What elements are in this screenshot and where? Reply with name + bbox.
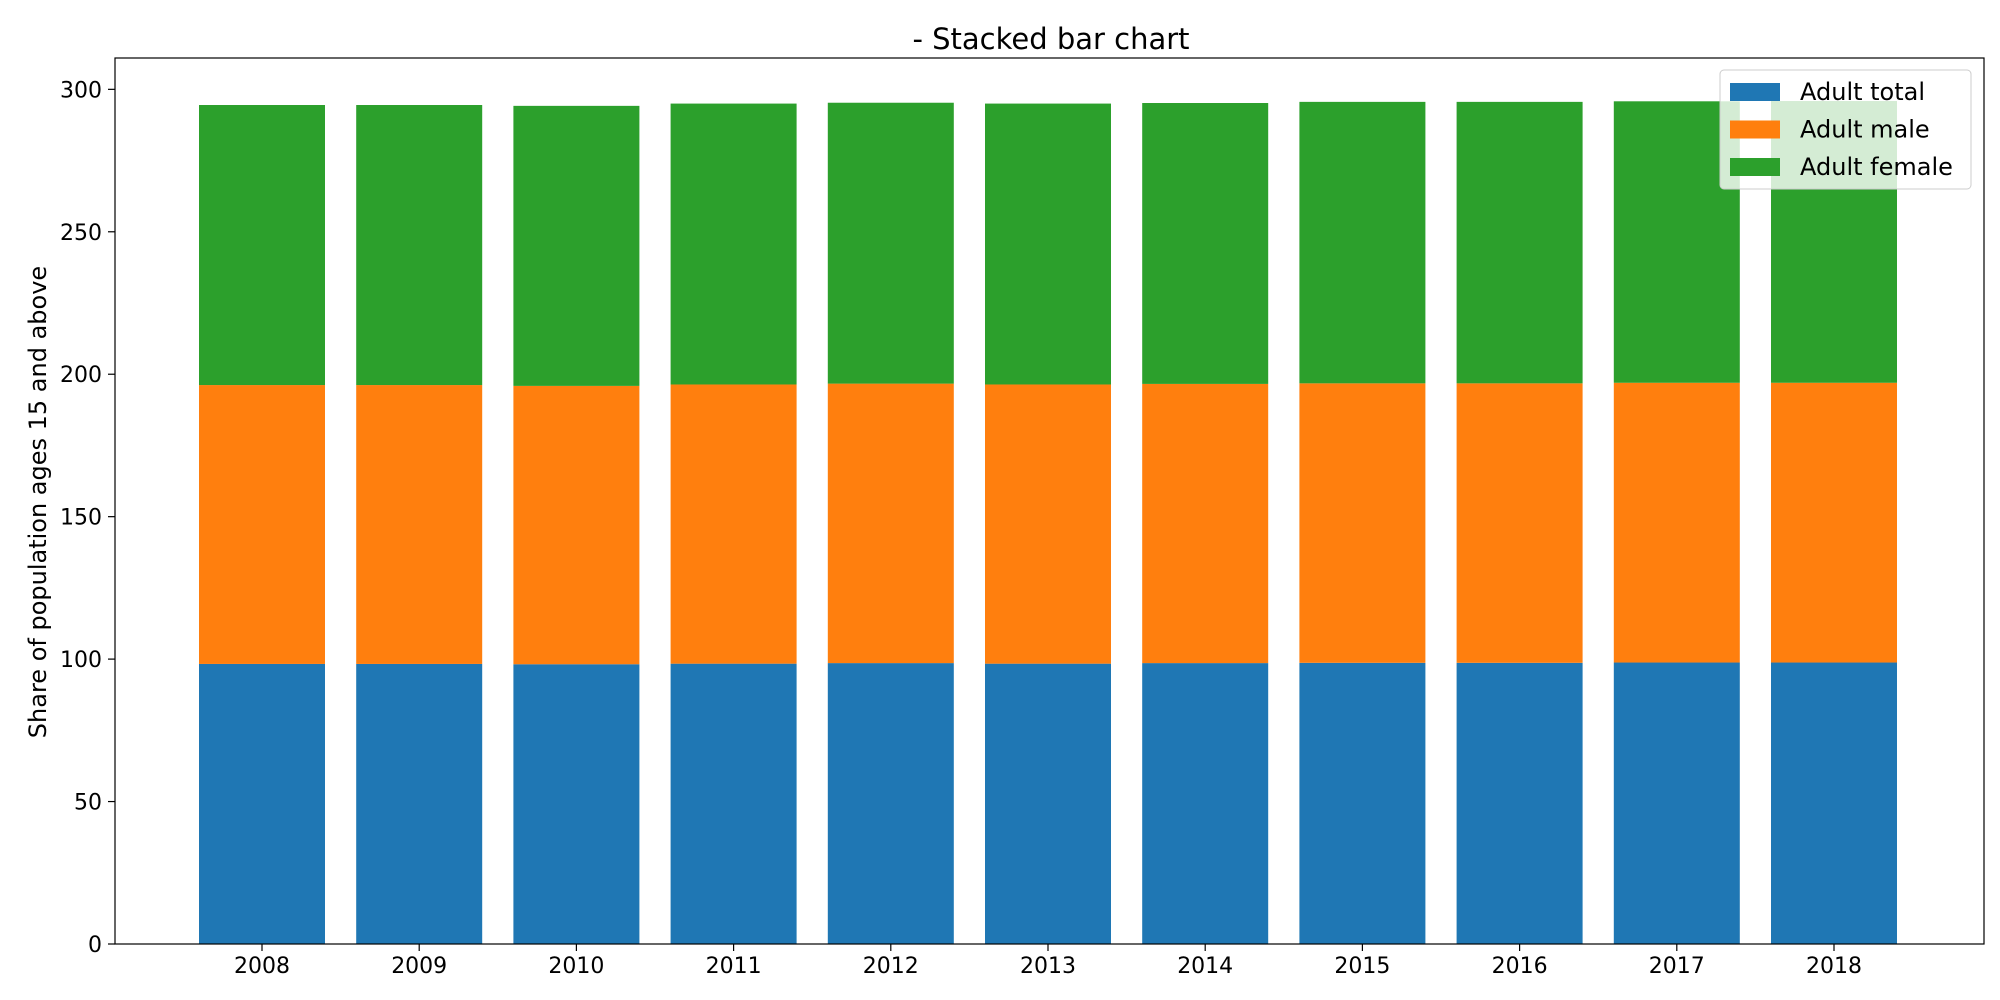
bar-segment-adult-male-2012 [827, 383, 954, 664]
legend-box [1719, 69, 1972, 190]
y-tick-label-0: 0 [88, 933, 102, 958]
legend: Adult total Adult male Adult female [1719, 69, 1972, 190]
x-tick-label-2009: 2009 [391, 954, 447, 979]
x-tick-label-2010: 2010 [548, 954, 604, 979]
bar-segment-adult-male-2017 [1613, 382, 1740, 663]
bar-segment-adult-female-2016 [1456, 101, 1583, 384]
axes-layer: 0 50 100 150 200 250 300 2008 2009 2010 2011 2012 20… [60, 78, 1862, 979]
bar-segment-adult-male-2010 [513, 385, 640, 665]
y-tick-label-50: 50 [74, 791, 102, 816]
x-tick-label-2016: 2016 [1492, 954, 1548, 979]
legend-swatch-adult-female [1730, 158, 1780, 176]
legend-label-adult-female: Adult female [1800, 153, 1953, 181]
legend-swatch-adult-total [1730, 83, 1780, 101]
chart-title: - Stacked bar chart [912, 22, 1189, 56]
y-tick-label-200: 200 [60, 363, 102, 388]
bar-segment-adult-total-2009 [356, 663, 483, 944]
bar-segment-adult-total-2013 [985, 663, 1111, 944]
bar-segment-adult-male-2014 [1142, 383, 1269, 664]
plot-frame [114, 57, 1985, 945]
x-tick-label-2017: 2017 [1649, 954, 1705, 979]
bar-segment-adult-total-2010 [513, 664, 640, 944]
bar-segment-adult-male-2011 [670, 384, 797, 664]
bar-segment-adult-female-2014 [1142, 103, 1269, 384]
y-tick-label-100: 100 [60, 648, 102, 673]
bar-segment-adult-female-2009 [356, 105, 483, 386]
bar-segment-adult-female-2012 [827, 102, 954, 384]
x-tick-label-2011: 2011 [706, 954, 762, 979]
x-tick-label-2014: 2014 [1177, 954, 1233, 979]
bar-segment-adult-total-2014 [1142, 663, 1269, 944]
y-tick-label-300: 300 [60, 78, 102, 103]
y-tick-label-250: 250 [60, 221, 102, 246]
legend-swatch-adult-male [1730, 120, 1780, 139]
x-tick-label-2012: 2012 [863, 954, 919, 979]
bar-segment-adult-female-2008 [199, 105, 325, 386]
bar-segment-adult-total-2015 [1299, 662, 1426, 944]
x-tick-label-2015: 2015 [1334, 954, 1390, 979]
bar-segment-adult-male-2009 [356, 385, 483, 664]
bar-segment-adult-total-2011 [670, 663, 797, 944]
bars-layer [199, 101, 1897, 944]
x-tick-label-2018: 2018 [1806, 954, 1862, 979]
bar-segment-adult-female-2010 [513, 105, 640, 386]
bar-segment-adult-male-2018 [1771, 382, 1897, 663]
bar-segment-adult-female-2013 [985, 103, 1111, 385]
x-tick-label-2013: 2013 [1020, 954, 1076, 979]
bar-segment-adult-female-2015 [1299, 101, 1426, 384]
bar-segment-adult-total-2008 [199, 663, 325, 944]
bar-segment-adult-male-2015 [1299, 383, 1426, 663]
bar-segment-adult-female-2011 [670, 103, 797, 385]
legend-label-adult-male: Adult male [1800, 116, 1930, 144]
y-axis-title: Share of population ages 15 and above [24, 266, 52, 738]
bar-segment-adult-total-2017 [1613, 662, 1740, 944]
bar-segment-adult-total-2016 [1456, 662, 1583, 944]
y-tick-label-150: 150 [60, 506, 102, 531]
legend-label-adult-total: Adult total [1800, 78, 1925, 106]
bar-segment-adult-total-2012 [827, 663, 954, 944]
bar-segment-adult-male-2013 [985, 384, 1111, 664]
x-tick-label-2008: 2008 [234, 954, 290, 979]
bar-segment-adult-total-2018 [1771, 662, 1897, 944]
bar-segment-adult-female-2017 [1613, 101, 1740, 383]
bar-segment-adult-male-2016 [1456, 383, 1583, 663]
bar-segment-adult-male-2008 [199, 385, 325, 664]
